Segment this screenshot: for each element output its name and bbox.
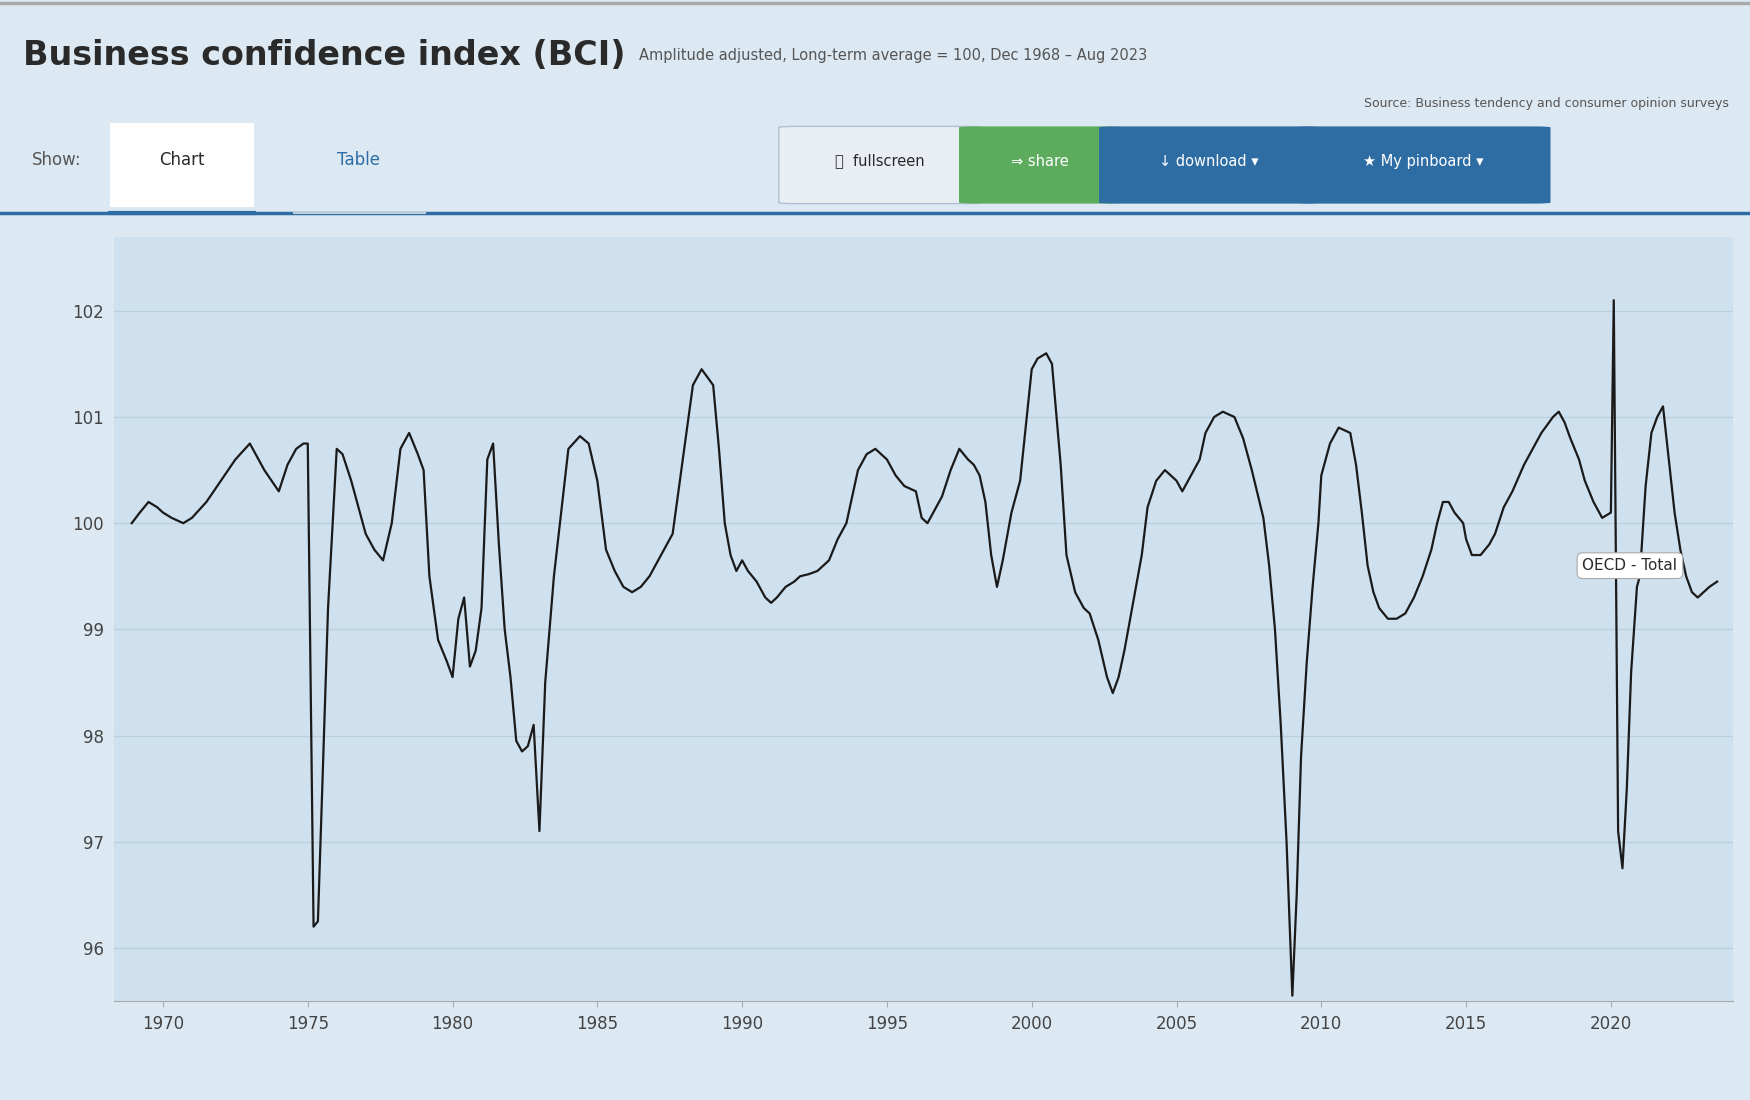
Text: Chart: Chart: [159, 151, 205, 169]
Text: Amplitude adjusted, Long-term average = 100, Dec 1968 – Aug 2023: Amplitude adjusted, Long-term average = …: [639, 48, 1146, 63]
FancyBboxPatch shape: [110, 123, 254, 207]
Text: OECD - Total: OECD - Total: [1582, 558, 1678, 573]
Text: ⤢  fullscreen: ⤢ fullscreen: [835, 154, 924, 168]
FancyBboxPatch shape: [1297, 126, 1550, 204]
Text: ⇒ share: ⇒ share: [1011, 154, 1068, 168]
Text: ★ My pinboard ▾: ★ My pinboard ▾: [1363, 154, 1484, 168]
FancyBboxPatch shape: [1099, 126, 1318, 204]
Text: Show:: Show:: [31, 151, 80, 169]
Text: Source: Business tendency and consumer opinion surveys: Source: Business tendency and consumer o…: [1365, 98, 1729, 110]
FancyBboxPatch shape: [959, 126, 1120, 204]
FancyBboxPatch shape: [779, 126, 980, 204]
Text: ↓ download ▾: ↓ download ▾: [1158, 154, 1258, 168]
Text: Business confidence index (BCI): Business confidence index (BCI): [23, 39, 625, 72]
Text: Table: Table: [338, 151, 380, 169]
